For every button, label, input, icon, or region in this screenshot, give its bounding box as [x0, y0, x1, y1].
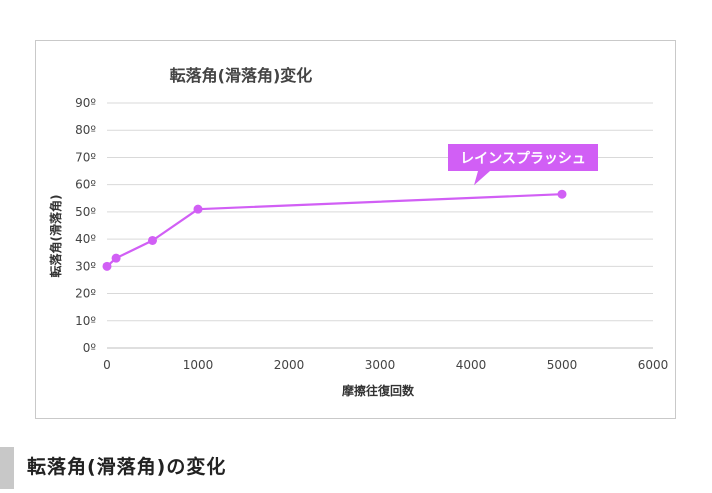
- x-tick-label: 1000: [183, 358, 214, 372]
- y-tick-label: 40º: [75, 232, 96, 246]
- y-axis-ticks: 0º 10º 20º 30º 40º 50º 60º 70º 80º 90º: [75, 96, 96, 355]
- annotation-label: レインスプラッシュ: [460, 151, 586, 167]
- data-point: [111, 253, 121, 263]
- footer-accent-bar: [0, 447, 14, 489]
- annotation-callout: レインスプラッシュ: [448, 144, 598, 186]
- series-line: [106, 193, 563, 268]
- y-tick-label: 50º: [75, 205, 96, 219]
- chart-frame: 転落角(滑落角)変化 0º 10º 20º 30º 40º 50º 60º 70º 80º 90º…: [35, 40, 676, 419]
- annotation-box: [448, 144, 598, 186]
- x-axis-ticks: 0 1000 2000 3000 4000 5000 6000: [103, 358, 668, 372]
- y-tick-label: 60º: [75, 178, 96, 192]
- y-tick-label: 70º: [75, 150, 96, 164]
- y-axis-label: 転落角(滑落角): [48, 195, 63, 278]
- chart-title: 転落角(滑落角)変化: [170, 66, 313, 85]
- data-point: [148, 235, 157, 245]
- x-tick-label: 3000: [365, 358, 396, 372]
- line-chart: 転落角(滑落角)変化 0º 10º 20º 30º 40º 50º 60º 70º 80º 90º…: [48, 66, 668, 398]
- y-tick-label: 80º: [75, 123, 96, 137]
- x-tick-label: 2000: [274, 358, 305, 372]
- y-tick-label: 30º: [75, 259, 96, 273]
- gridlines: [107, 102, 653, 349]
- x-tick-label: 6000: [638, 358, 669, 372]
- x-tick-label: 4000: [456, 358, 487, 372]
- footer-title: 転落角(滑落角)の変化: [27, 456, 227, 478]
- data-point: [102, 261, 112, 271]
- y-tick-label: 10º: [75, 314, 96, 328]
- data-point: [557, 189, 567, 199]
- data-point: [193, 204, 203, 214]
- series: [102, 189, 567, 271]
- x-axis-label: 摩擦往復回数: [342, 383, 415, 398]
- x-tick-label: 5000: [547, 358, 578, 372]
- y-tick-label: 20º: [75, 287, 96, 301]
- y-tick-label: 0º: [83, 341, 97, 355]
- y-tick-label: 90º: [75, 96, 96, 110]
- x-tick-label: 0: [103, 358, 111, 372]
